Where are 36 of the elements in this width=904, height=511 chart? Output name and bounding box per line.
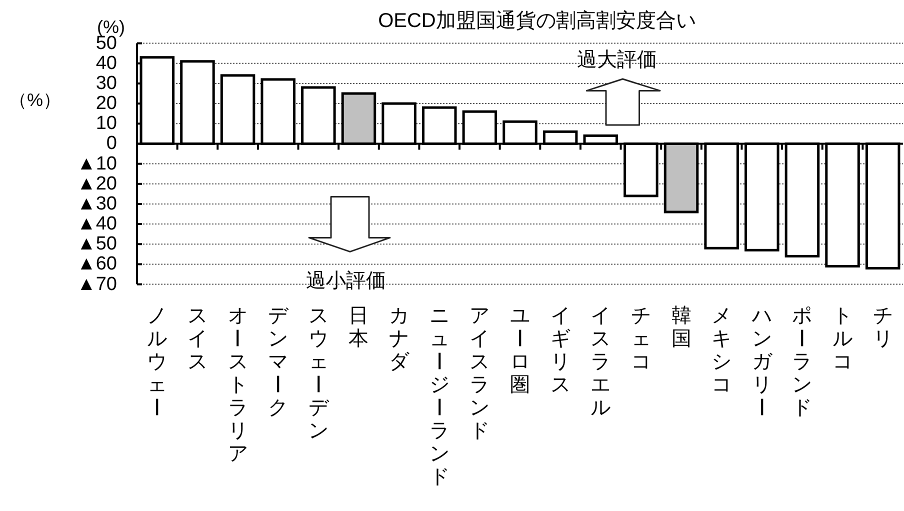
y-tick-label: ▲70: [77, 274, 117, 295]
chart-title: OECD加盟国通貨の割高割安度合い: [378, 9, 696, 32]
y-tick-label: ▲20: [77, 173, 117, 194]
x-tick-label: イギリス: [550, 305, 570, 396]
y-tick-label: 10: [96, 113, 117, 134]
x-tick-label: イスラエル: [590, 305, 611, 420]
y-tick-label: 40: [96, 52, 117, 74]
x-tick-label: メキシコ: [712, 305, 732, 396]
x-tick-label: チリ: [872, 305, 893, 350]
text: (%): [97, 17, 125, 37]
x-tick-label: 韓国: [671, 305, 692, 350]
x-tick-label: ユーロ圏: [507, 305, 530, 396]
y-tick-label: 0: [106, 133, 117, 154]
x-tick-label: ハンガリー: [749, 305, 773, 417]
x-tick-label: ポーランド: [790, 305, 812, 420]
y-tick-label: ▲10: [77, 153, 117, 174]
x-tick-label: デンマーク: [266, 305, 290, 420]
y-tick-label: 30: [96, 72, 117, 94]
x-tick-label: カナダ: [389, 305, 410, 374]
y-axis-title: （%）: [8, 90, 62, 110]
x-tick-label: 日本: [348, 305, 369, 350]
annotation: 過大評価: [577, 49, 657, 71]
x-tick-label: スイス: [187, 305, 208, 374]
x-tick-label: ニュージーランド: [426, 305, 450, 488]
x-tick-label: チェコ: [630, 305, 651, 374]
y-tick-label: ▲30: [77, 193, 117, 214]
x-tick-label: トルコ: [832, 305, 853, 374]
x-tick-label: ノルウェー: [144, 305, 168, 417]
y-tick-label: ▲60: [77, 254, 117, 275]
y-tick-label: ▲50: [77, 234, 117, 255]
y-tick-label: 20: [96, 93, 117, 114]
annotation: 過小評価: [306, 270, 386, 292]
y-tick-label: ▲40: [77, 214, 117, 235]
x-tick-label: スウェーデン: [306, 305, 330, 442]
x-tick-label: オーストラリア: [225, 305, 248, 466]
x-tick-label: アイスランド: [470, 305, 490, 442]
